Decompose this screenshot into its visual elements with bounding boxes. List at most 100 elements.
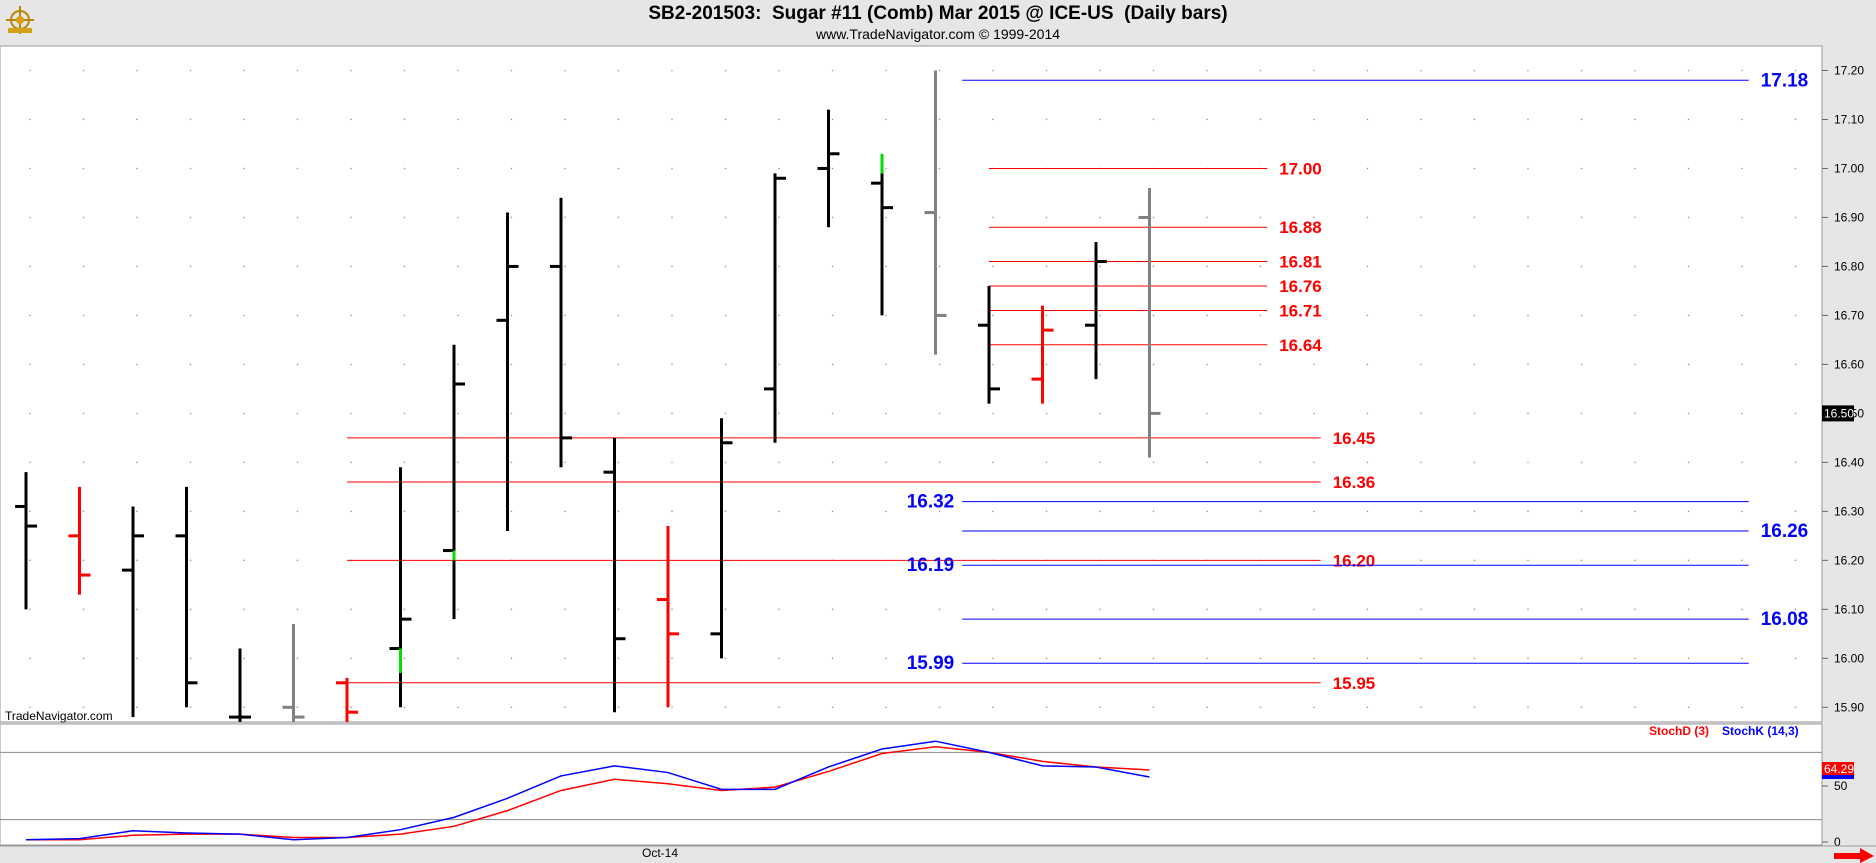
grid-dot bbox=[1741, 314, 1743, 317]
grid-dot bbox=[938, 412, 941, 415]
ohlc-bar bbox=[496, 212, 519, 531]
grid-dot bbox=[992, 118, 994, 121]
grid-dot bbox=[1259, 412, 1262, 415]
grid-dot bbox=[1313, 167, 1315, 170]
level-label: 15.95 bbox=[1333, 674, 1376, 693]
grid-dot bbox=[457, 118, 459, 121]
ohlc-bar bbox=[657, 526, 679, 708]
grid-dot bbox=[1580, 706, 1583, 709]
stoch-lines bbox=[25, 740, 1150, 841]
grid-dot bbox=[1687, 265, 1690, 268]
grid-dot bbox=[29, 118, 31, 121]
grid-dot bbox=[189, 559, 192, 562]
grid-dot bbox=[885, 216, 887, 219]
grid-dot bbox=[1099, 265, 1101, 268]
grid-dot bbox=[82, 167, 85, 170]
grid-dot bbox=[296, 412, 299, 415]
grid-dot bbox=[617, 216, 620, 219]
grid-dot bbox=[29, 608, 31, 611]
ohlc-bar bbox=[443, 344, 465, 620]
grid-dot bbox=[778, 265, 780, 268]
grid-dot bbox=[243, 167, 245, 170]
grid-dot bbox=[243, 461, 245, 464]
grid-dot bbox=[724, 69, 727, 72]
grid-dot bbox=[671, 363, 673, 366]
grid-dot bbox=[831, 363, 834, 366]
grid-dot bbox=[350, 69, 352, 72]
ohlc-bar bbox=[389, 467, 412, 708]
grid-dot bbox=[1259, 706, 1262, 709]
grid-dot bbox=[1313, 657, 1315, 660]
grid-dot bbox=[243, 265, 245, 268]
level-label: 16.36 bbox=[1333, 473, 1376, 492]
grid-dot bbox=[82, 461, 85, 464]
grid-dot bbox=[724, 657, 727, 660]
grid-dot bbox=[1473, 608, 1476, 611]
grid-dot bbox=[82, 363, 85, 366]
grid-dot bbox=[938, 510, 941, 513]
grid-dot bbox=[1741, 706, 1743, 709]
grid-dot bbox=[457, 657, 459, 660]
grid-dot bbox=[938, 706, 941, 709]
grid-dot bbox=[1634, 69, 1636, 72]
grid-dot bbox=[1313, 510, 1315, 513]
grid-dot bbox=[457, 314, 459, 317]
grid-dot bbox=[403, 412, 406, 415]
ohlc-bar bbox=[1085, 241, 1107, 380]
grid-dot bbox=[1687, 510, 1690, 513]
grid-dot bbox=[1259, 657, 1262, 660]
grid-dot bbox=[1259, 461, 1262, 464]
grid-dot bbox=[189, 118, 192, 121]
grid-dot bbox=[29, 412, 31, 415]
grid-dot bbox=[350, 314, 352, 317]
grid-dot bbox=[1527, 559, 1529, 562]
grid-dot bbox=[1580, 216, 1583, 219]
ohlc-bar bbox=[924, 70, 947, 355]
grid-dot bbox=[457, 265, 459, 268]
grid-dot bbox=[1045, 461, 1048, 464]
grid-dot bbox=[189, 461, 192, 464]
grid-dot bbox=[457, 510, 459, 513]
last-price-box bbox=[1822, 405, 1854, 422]
grid-dot bbox=[564, 265, 566, 268]
grid-dot bbox=[992, 510, 994, 513]
grid-dot bbox=[992, 412, 994, 415]
grid-dot bbox=[992, 363, 994, 366]
chart-header: SB2-201503: Sugar #11 (Comb) Mar 2015 @ … bbox=[0, 0, 1876, 46]
grid-dot bbox=[1741, 608, 1743, 611]
grid-dot bbox=[1473, 510, 1476, 513]
scroll-right-arrow-icon[interactable] bbox=[1834, 848, 1874, 863]
grid-dot bbox=[189, 608, 192, 611]
grid-dot bbox=[82, 608, 85, 611]
grid-dot bbox=[1634, 608, 1636, 611]
grid-dot bbox=[510, 510, 513, 513]
grid-dot bbox=[82, 657, 85, 660]
y-tick-label: 16.70 bbox=[1834, 308, 1864, 322]
grid-dot bbox=[457, 461, 459, 464]
grid-dot bbox=[1580, 559, 1583, 562]
grid-dot bbox=[885, 118, 887, 121]
grid-dot bbox=[1366, 69, 1369, 72]
grid-dot bbox=[992, 706, 994, 709]
legend-stochd: StochD (3) bbox=[1649, 724, 1709, 738]
grid-dot bbox=[243, 706, 245, 709]
grid-dot bbox=[403, 608, 406, 611]
grid-dot bbox=[510, 216, 513, 219]
grid-dot bbox=[243, 559, 245, 562]
grid-dot bbox=[938, 608, 941, 611]
grid-dot bbox=[992, 216, 994, 219]
grid-dot bbox=[1366, 265, 1369, 268]
grid-dot bbox=[296, 216, 299, 219]
grid-dot bbox=[1420, 118, 1422, 121]
grid-dot bbox=[243, 216, 245, 219]
grid-dot bbox=[1794, 706, 1797, 709]
grid-dot bbox=[350, 167, 352, 170]
grid-dot bbox=[1527, 510, 1529, 513]
grid-dot bbox=[403, 363, 406, 366]
grid-dot bbox=[136, 167, 138, 170]
watermark-text: TradeNavigator.com bbox=[5, 709, 113, 723]
grid-dot bbox=[778, 461, 780, 464]
grid-dot bbox=[1099, 69, 1101, 72]
grid-dot bbox=[831, 216, 834, 219]
